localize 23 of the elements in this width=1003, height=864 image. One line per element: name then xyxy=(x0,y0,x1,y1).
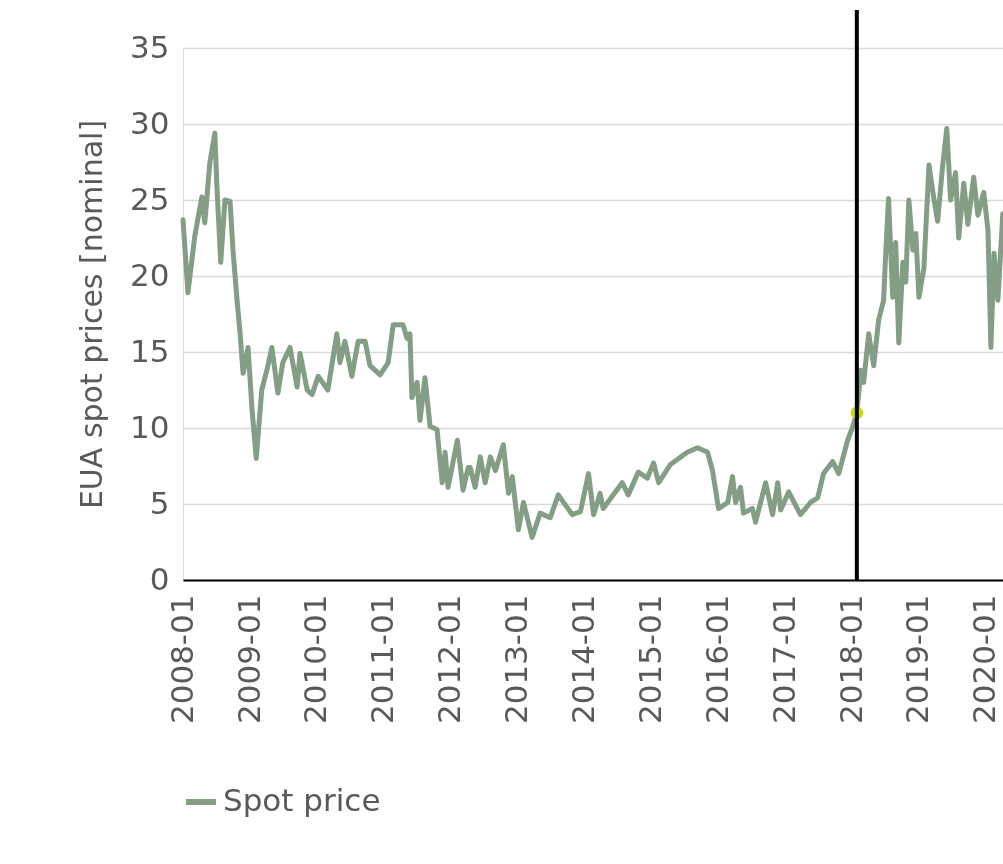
y-tick-label: 0 xyxy=(149,560,170,597)
x-tick-label: 2012-01 xyxy=(431,594,468,725)
y-tick-label: 35 xyxy=(130,28,170,65)
y-axis-title: EUA spot prices [nominal] xyxy=(74,119,110,510)
x-tick-label: 2018-01 xyxy=(832,594,869,725)
x-tick-label: 2019-01 xyxy=(899,594,936,725)
x-tick-label: 2014-01 xyxy=(564,594,601,725)
y-tick-label: 20 xyxy=(130,256,170,293)
y-tick-label: 5 xyxy=(149,484,170,521)
y-tick-label: 25 xyxy=(130,180,170,217)
x-tick-label: 2013-01 xyxy=(498,594,535,725)
x-tick-label: 2017-01 xyxy=(765,594,802,725)
y-tick-label: 30 xyxy=(130,104,170,141)
x-tick-label: 2020-01 xyxy=(966,594,1003,725)
x-tick-label: 2009-01 xyxy=(230,594,267,725)
legend-label: Spot price xyxy=(223,782,381,818)
x-tick-label: 2015-01 xyxy=(631,594,668,725)
x-tick-label: 2016-01 xyxy=(698,594,735,725)
y-tick-label: 15 xyxy=(130,332,170,369)
y-tick-label: 10 xyxy=(130,408,170,445)
x-tick-label: 2008-01 xyxy=(163,594,200,725)
x-tick-label: 2010-01 xyxy=(297,594,334,725)
x-tick-label: 2011-01 xyxy=(364,594,401,725)
